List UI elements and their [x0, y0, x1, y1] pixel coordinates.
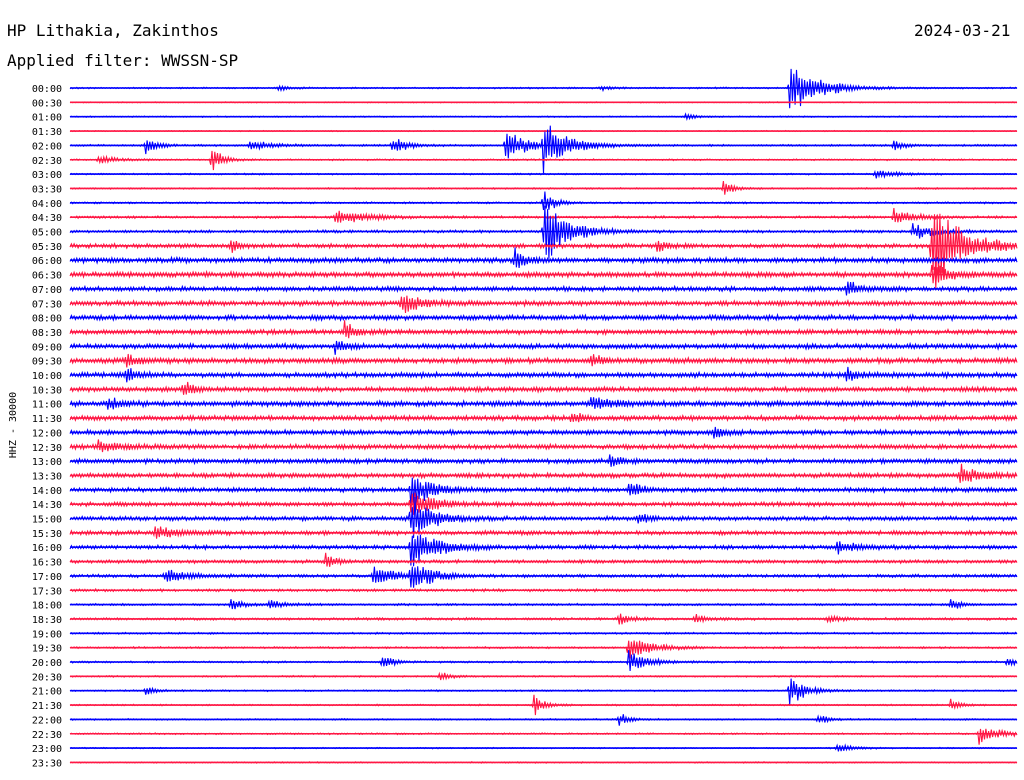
time-tick-label: 03:30: [32, 184, 62, 195]
time-tick-label: 04:30: [32, 213, 62, 224]
time-tick-label: 11:30: [32, 414, 62, 425]
time-tick-label: 12:30: [32, 443, 62, 454]
time-tick-label: 13:30: [32, 471, 62, 482]
trace-line: [69, 247, 1018, 268]
station-title: HP Lithakia, Zakinthos: [7, 21, 219, 40]
time-tick-label: 03:00: [32, 170, 62, 181]
time-tick-label: 01:00: [32, 113, 62, 124]
trace-line: [69, 439, 1018, 453]
trace-line: [69, 208, 1018, 223]
trace-line: [69, 381, 1018, 395]
time-tick-label: 21:30: [32, 701, 62, 712]
trace-line: [69, 640, 1018, 659]
time-tick-label: 18:30: [32, 615, 62, 626]
time-tick-label: 02:00: [32, 141, 62, 152]
time-tick-label: 19:30: [32, 644, 62, 655]
date-label: 2024-03-21: [914, 21, 1011, 40]
trace-line: [69, 728, 1018, 745]
time-tick-label: 02:30: [32, 156, 62, 167]
time-tick-label: 10:30: [32, 385, 62, 396]
trace-line: [69, 678, 1018, 705]
time-tick-label: 17:00: [32, 572, 62, 583]
time-tick-label: 09:00: [32, 342, 62, 353]
trace-line: [69, 650, 1018, 672]
time-tick-label: 08:00: [32, 314, 62, 325]
time-tick-label: 09:30: [32, 357, 62, 368]
time-tick-label: 20:30: [32, 672, 62, 683]
trace-line: [69, 191, 1018, 211]
trace-line: [69, 566, 1018, 588]
time-tick-label: 22:30: [32, 730, 62, 741]
y-axis-label: HHZ - 30000: [8, 392, 19, 458]
time-tick-label: 23:00: [32, 744, 62, 755]
time-tick-label: 20:00: [32, 658, 62, 669]
time-tick-label: 08:30: [32, 328, 62, 339]
time-tick-label: 07:00: [32, 285, 62, 296]
time-tick-label: 16:00: [32, 543, 62, 554]
time-tick-label: 04:00: [32, 199, 62, 210]
time-tick-label: 05:30: [32, 242, 62, 253]
trace-line: [69, 552, 1018, 567]
time-tick-label: 13:00: [32, 457, 62, 468]
time-tick-label: 12:00: [32, 428, 62, 439]
time-tick-label: 06:30: [32, 271, 62, 282]
time-tick-label: 00:30: [32, 98, 62, 109]
trace-line: [69, 463, 1018, 483]
trace-line: [69, 295, 1018, 313]
time-tick-label: 22:00: [32, 715, 62, 726]
time-tick-label: 01:30: [32, 127, 62, 138]
time-tick-label: 11:00: [32, 400, 62, 411]
time-tick-label: 15:00: [32, 515, 62, 526]
trace-line: [69, 340, 1018, 355]
time-tick-label: 05:00: [32, 228, 62, 239]
time-tick-label: 15:30: [32, 529, 62, 540]
time-tick-label: 17:30: [32, 586, 62, 597]
time-tick-label: 10:00: [32, 371, 62, 382]
trace-line: [69, 413, 1018, 423]
time-tick-label: 06:00: [32, 256, 62, 267]
trace-line: [69, 320, 1018, 339]
time-tick-label: 19:00: [32, 629, 62, 640]
time-tick-label: 18:00: [32, 601, 62, 612]
trace-line: [69, 125, 1018, 174]
time-tick-label: 00:00: [32, 84, 62, 95]
trace-line: [69, 213, 1018, 290]
time-tick-label: 23:30: [32, 758, 62, 769]
time-tick-label: 07:30: [32, 299, 62, 310]
time-tick-label: 14:00: [32, 486, 62, 497]
filter-label: Applied filter: WWSSN-SP: [7, 51, 239, 70]
time-tick-label: 14:30: [32, 500, 62, 511]
time-tick-label: 21:00: [32, 687, 62, 698]
time-tick-label: 16:30: [32, 558, 62, 569]
